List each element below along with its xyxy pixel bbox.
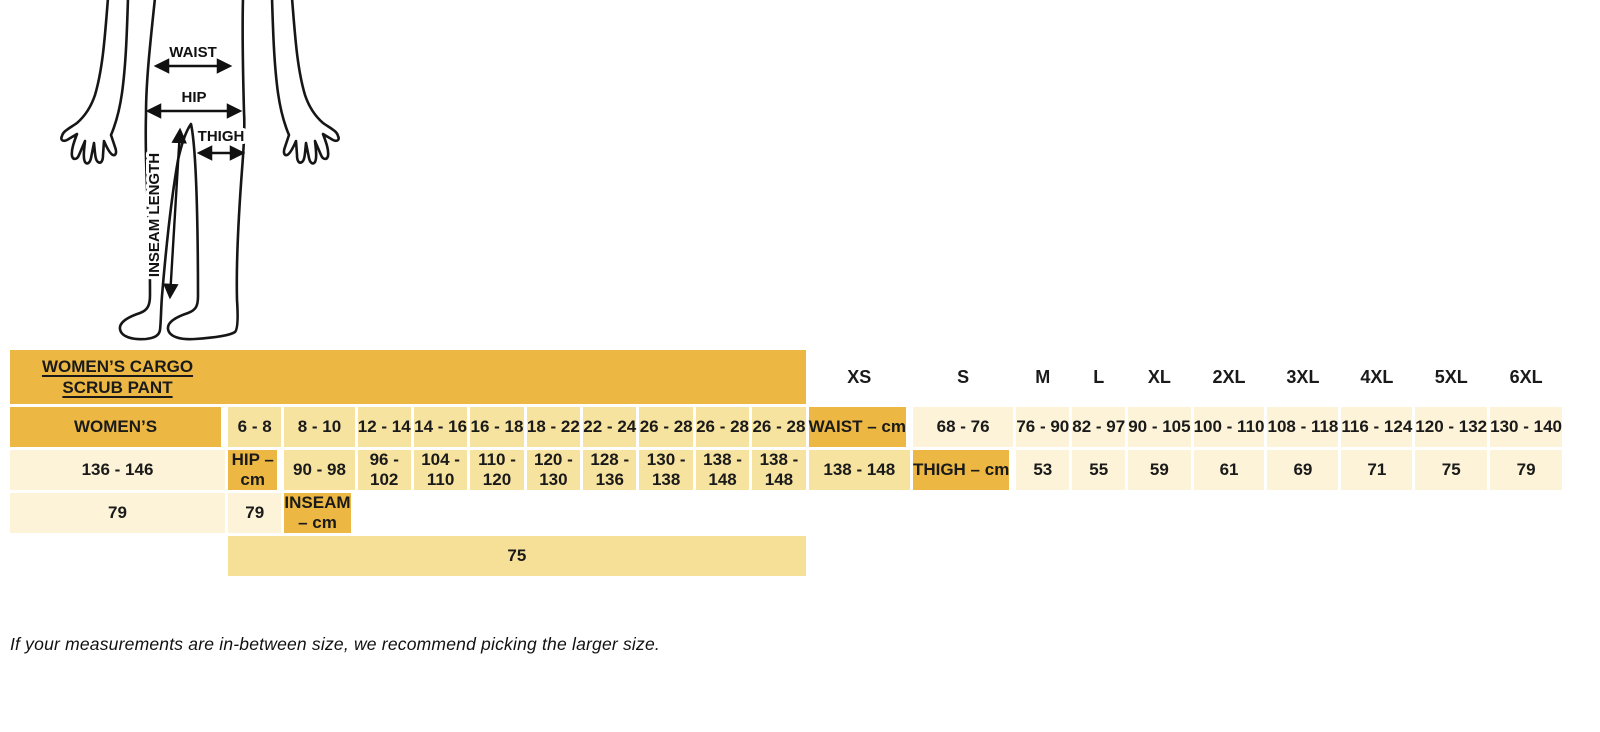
thigh-value: 69 [1267,450,1339,490]
womens-value: 18 - 22 [526,407,581,447]
size-header-s: S [957,366,970,387]
left-arm-outline [60,0,130,165]
womens-value: 26 - 28 [752,407,806,447]
hip-label: HIP [181,89,206,106]
header-band [10,350,806,404]
thigh-value: 53 [1016,450,1070,490]
waist-value: 82 - 97 [1072,407,1126,447]
row-label-inseam: INSEAM – cm [284,493,355,533]
womens-value: 12 - 14 [357,407,411,447]
sizing-footnote: If your measurements are in-between size… [10,634,660,654]
inseam-value: 75 [228,536,806,576]
hip-value: 110 - 120 [470,450,524,490]
inseam-arrow [163,127,187,300]
table-title-line2: SCRUB PANT [62,378,173,397]
thigh-label: THIGH [198,128,245,145]
hip-value: 96 - 102 [357,450,411,490]
size-header-6xl: 6XL [1509,366,1543,387]
size-header-l: L [1093,366,1105,387]
size-chart-table: WOMEN’S CARGO SCRUB PANT XS S M L XL 2XL… [10,350,1562,622]
womens-value: 8 - 10 [284,407,355,447]
waist-value: 130 - 140 [1490,407,1562,447]
row-label-womens: WOMEN’S [10,407,225,447]
waist-value: 136 - 146 [10,450,225,490]
size-header-xl: XL [1147,366,1171,387]
hip-value: 138 - 148 [808,450,910,490]
thigh-value: 75 [1415,450,1488,490]
hip-value: 128 - 136 [583,450,637,490]
size-header-5xl: 5XL [1434,366,1468,387]
thigh-value: 71 [1341,450,1413,490]
waist-value: 116 - 124 [1341,407,1413,447]
inseam-length-label: INSEAM LENGTH [146,153,163,277]
hip-value: 104 - 110 [413,450,468,490]
hip-value: 138 - 148 [752,450,806,490]
legs-outline [118,0,246,341]
size-header-m: M [1035,366,1051,387]
size-header-4xl: 4XL [1360,366,1394,387]
size-header-3xl: 3XL [1286,366,1320,387]
body-measurement-diagram: WAIST HIP THIGH INSEAM LENGTH [58,0,342,352]
waist-value: 90 - 105 [1128,407,1191,447]
size-header-2xl: 2XL [1212,366,1246,387]
row-label-thigh: THIGH – cm [912,450,1014,490]
waist-value: 68 - 76 [912,407,1014,447]
thigh-value: 59 [1128,450,1191,490]
womens-value: 26 - 28 [695,407,750,447]
thigh-value: 79 [1490,450,1562,490]
body-figure-svg: WAIST HIP THIGH INSEAM LENGTH [60,0,340,341]
thigh-value: 55 [1072,450,1126,490]
womens-value: 22 - 24 [583,407,637,447]
waist-value: 120 - 132 [1415,407,1488,447]
waist-value: 76 - 90 [1016,407,1070,447]
thigh-value: 61 [1193,450,1265,490]
womens-value: 6 - 8 [228,407,282,447]
hip-value: 90 - 98 [284,450,355,490]
table-title-line1: WOMEN’S CARGO [41,357,194,376]
right-arm-outline [270,0,340,165]
womens-value: 26 - 28 [639,407,693,447]
waist-value: 108 - 118 [1267,407,1339,447]
size-header-xs: XS [847,366,872,387]
thigh-value: 79 [10,493,225,533]
waist-value: 100 - 110 [1193,407,1265,447]
womens-value: 14 - 16 [413,407,468,447]
hip-value: 120 - 130 [526,450,581,490]
waist-label: WAIST [169,44,217,61]
hip-value: 138 - 148 [695,450,750,490]
row-label-hip: HIP – cm [228,450,282,490]
hip-value: 130 - 138 [639,450,693,490]
row-label-waist: WAIST – cm [808,407,910,447]
table-title: WOMEN’S CARGO SCRUB PANT [10,350,225,404]
thigh-value: 79 [228,493,282,533]
womens-value: 16 - 18 [470,407,524,447]
